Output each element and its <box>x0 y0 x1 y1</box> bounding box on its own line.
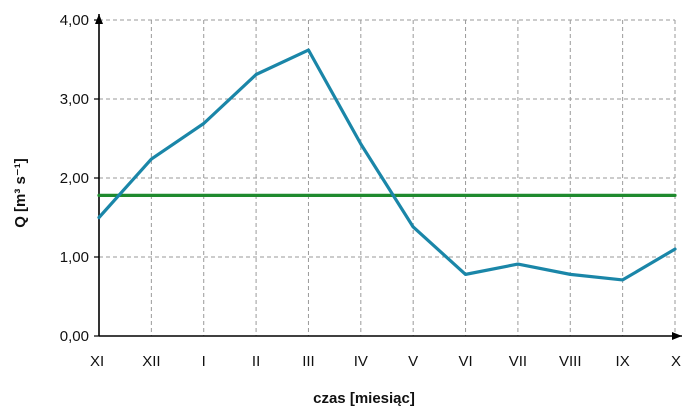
x-axis-title: czas [miesiąc] <box>313 390 415 407</box>
x-tick-label: V <box>408 353 418 370</box>
x-tick-label: VIII <box>559 353 582 370</box>
x-tick-label: XII <box>142 353 160 370</box>
x-tick-label: III <box>302 353 315 370</box>
y-tick-label: 4,00 <box>60 12 89 29</box>
x-tick-label: II <box>252 353 260 370</box>
y-tick-label: 2,00 <box>60 170 89 187</box>
series-layer <box>97 48 677 282</box>
y-tick-label: 3,00 <box>60 91 89 108</box>
y-axis-title: Q [m³ s⁻¹] <box>12 158 29 228</box>
x-tick-label: IX <box>616 353 630 370</box>
x-tick-label: I <box>202 353 206 370</box>
y-tick-label: 0,00 <box>60 328 89 345</box>
x-tick-label: IV <box>354 353 368 370</box>
x-tick-label: XI <box>90 353 104 370</box>
x-axis-arrow <box>672 332 682 340</box>
x-tick-label: VII <box>509 353 527 370</box>
axis-layer <box>94 14 682 340</box>
y-tick-label: 1,00 <box>60 249 89 266</box>
grid-layer <box>99 19 676 336</box>
series-line-discharge <box>97 48 677 282</box>
x-tick-label: VI <box>458 353 472 370</box>
y-axis-arrow <box>95 14 103 24</box>
x-tick-label: X <box>671 353 681 370</box>
